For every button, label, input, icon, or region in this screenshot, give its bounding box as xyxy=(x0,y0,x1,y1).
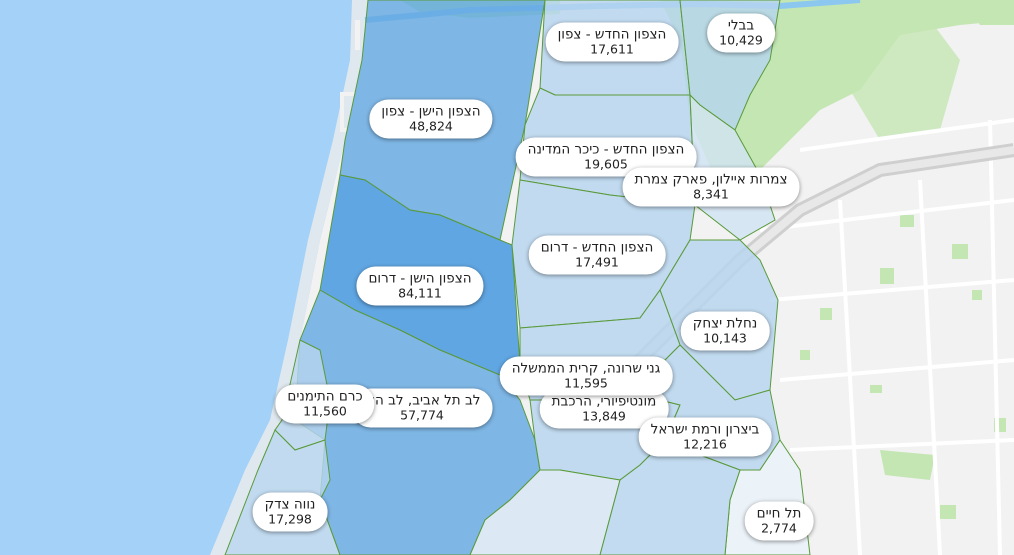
label-name: הצפון החדש - צפון xyxy=(557,26,667,43)
polygon-florentin xyxy=(469,469,621,555)
label-count: 17,298 xyxy=(268,511,312,527)
label-count: 8,341 xyxy=(693,186,729,202)
label-count: 57,774 xyxy=(400,407,444,423)
label-name: תל חיים xyxy=(756,505,802,522)
label-nahalat-yitzhak[interactable]: נחלת יצחק 10,143 xyxy=(680,311,770,351)
label-name: לב תל אביב, לב העי xyxy=(363,392,481,409)
label-count: 11,595 xyxy=(564,375,608,391)
label-tzafon-hahadash-north[interactable]: הצפון החדש - צפון 17,611 xyxy=(545,22,679,62)
label-bavli[interactable]: בבלי 10,429 xyxy=(707,13,775,53)
label-name: צמרות איילון, פארק צמרת xyxy=(634,171,788,188)
label-name: ביצרון ורמת ישראל xyxy=(650,421,760,438)
label-count: 10,429 xyxy=(719,32,763,48)
street-network xyxy=(759,118,1014,555)
label-count: 10,143 xyxy=(703,330,747,346)
label-tzafon-hahadash-south[interactable]: הצפון החדש - דרום 17,491 xyxy=(528,235,666,275)
label-count: 13,849 xyxy=(582,408,626,424)
label-tzafon-hayashan-south[interactable]: הצפון הישן - דרום 84,111 xyxy=(356,266,484,306)
label-name: בבלי xyxy=(727,17,755,34)
label-kerem-hateimanim[interactable]: כרם התימנים 11,560 xyxy=(275,384,375,424)
label-name: גני שרונה, קרית הממשלה xyxy=(511,360,661,377)
label-count: 17,491 xyxy=(575,254,619,270)
label-tzafon-hayashan-north[interactable]: הצפון הישן - צפון 48,824 xyxy=(369,99,493,139)
label-count: 11,560 xyxy=(303,403,347,419)
coast-strip xyxy=(210,0,368,555)
label-count: 2,774 xyxy=(761,520,797,536)
label-name: הצפון החדש - דרום xyxy=(540,239,654,256)
label-count: 19,605 xyxy=(584,156,628,172)
label-tzameret[interactable]: צמרות איילון, פארק צמרת 8,341 xyxy=(622,167,800,207)
label-count: 17,611 xyxy=(590,41,634,57)
polygon-shapira xyxy=(599,439,741,555)
label-name: הצפון הישן - צפון xyxy=(381,103,481,120)
label-name: כרם התימנים xyxy=(287,388,363,405)
label-ganei-sarona[interactable]: גני שרונה, קרית הממשלה 11,595 xyxy=(499,356,673,396)
label-name: הצפון הישן - דרום xyxy=(368,270,472,287)
label-name: נווה צדק xyxy=(264,496,316,513)
label-bitzaron[interactable]: ביצרון ורמת ישראל 12,216 xyxy=(638,417,772,457)
label-count: 48,824 xyxy=(409,118,453,134)
label-name: הצפון החדש - כיכר המדינה xyxy=(527,141,685,158)
label-neve-tzedek[interactable]: נווה צדק 17,298 xyxy=(252,492,328,532)
label-lev-tel-aviv[interactable]: לב תל אביב, לב העי 57,774 xyxy=(351,388,493,428)
label-name: מונטיפיורי, הרכבת xyxy=(551,393,657,410)
label-count: 84,111 xyxy=(398,285,442,301)
label-count: 12,216 xyxy=(683,436,727,452)
label-tel-haim[interactable]: תל חיים 2,774 xyxy=(744,501,814,541)
label-montefiore[interactable]: מונטיפיורי, הרכבת 13,849 xyxy=(539,389,669,429)
label-name: נחלת יצחק xyxy=(692,315,758,332)
